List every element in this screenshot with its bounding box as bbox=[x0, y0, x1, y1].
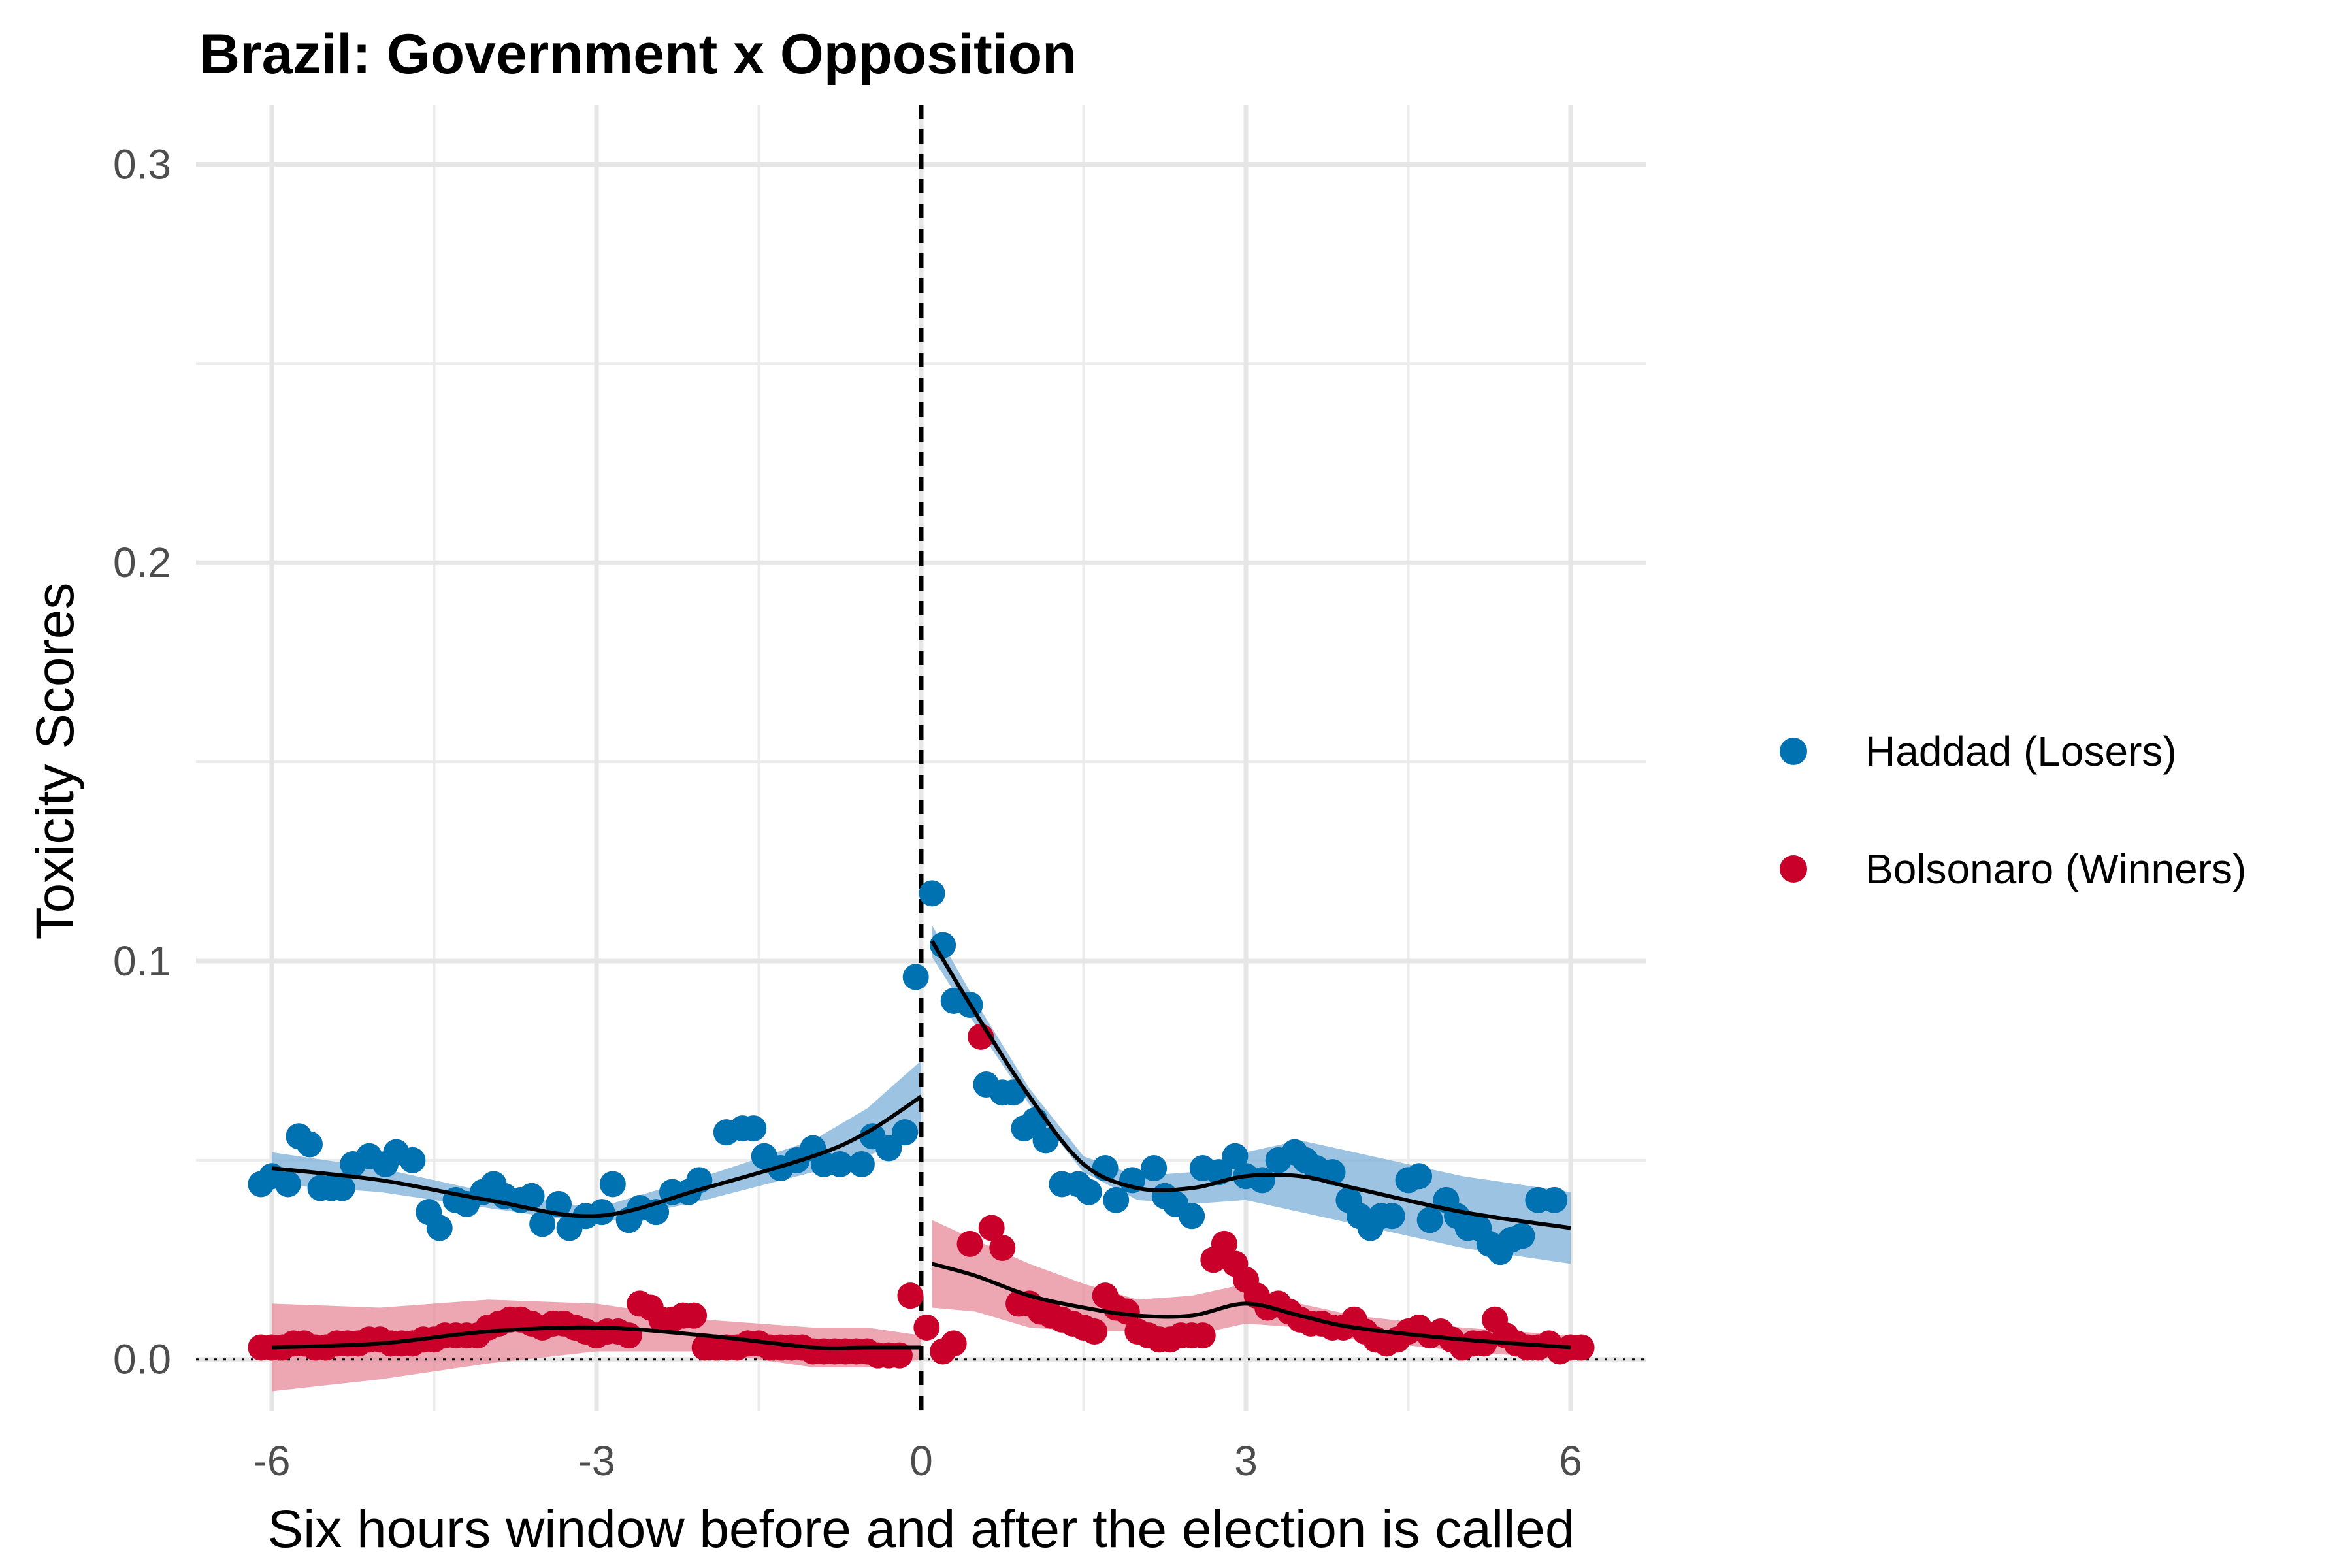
trend-line-series-1-before bbox=[271, 1325, 921, 1350]
data-point-series-1 bbox=[1081, 1318, 1108, 1345]
x-tick-label: 3 bbox=[1234, 1437, 1258, 1484]
x-axis-label: Six hours window before and after the el… bbox=[267, 1499, 1575, 1559]
data-point-series-1 bbox=[1113, 1298, 1140, 1325]
data-point-series-1 bbox=[681, 1302, 708, 1329]
data-point-series-0 bbox=[589, 1199, 615, 1226]
legend: Haddad (Losers) Bolsonaro (Winners) bbox=[1780, 728, 2246, 892]
data-point-series-1 bbox=[913, 1314, 940, 1341]
trend-line-series-0-before bbox=[271, 1094, 923, 1218]
data-point-series-0 bbox=[1541, 1186, 1568, 1213]
legend-label-bolsonaro: Bolsonaro (Winners) bbox=[1865, 845, 2246, 892]
x-tick-label: -3 bbox=[578, 1437, 615, 1484]
data-point-series-1 bbox=[615, 1322, 642, 1349]
data-point-series-0 bbox=[1416, 1207, 1443, 1233]
confidence-band-series-0-before bbox=[271, 1060, 921, 1224]
data-point-series-0 bbox=[1379, 1203, 1405, 1230]
data-point-series-0 bbox=[296, 1131, 323, 1158]
y-axis-ticks: 0.0 0.1 0.2 0.3 bbox=[113, 140, 171, 1382]
y-tick-label: 0.0 bbox=[113, 1336, 171, 1383]
data-point-series-1 bbox=[989, 1235, 1016, 1261]
data-point-series-0 bbox=[1509, 1222, 1535, 1249]
data-point-series-0 bbox=[518, 1183, 545, 1209]
x-tick-label: 0 bbox=[909, 1437, 933, 1484]
x-axis-ticks: -6 -3 0 3 6 bbox=[253, 1437, 1582, 1484]
y-tick-label: 0.2 bbox=[113, 539, 171, 586]
data-point-series-1 bbox=[956, 1230, 983, 1257]
data-point-series-0 bbox=[399, 1147, 426, 1173]
data-point-series-1 bbox=[1211, 1230, 1237, 1257]
data-point-series-1 bbox=[1568, 1334, 1595, 1361]
data-point-series-0 bbox=[875, 1135, 902, 1162]
data-point-series-0 bbox=[848, 1151, 875, 1177]
data-point-series-0 bbox=[919, 880, 945, 907]
trend-line-series-0-after bbox=[930, 939, 1571, 1230]
data-point-series-0 bbox=[892, 1119, 919, 1146]
data-point-series-0 bbox=[1141, 1155, 1168, 1182]
chart-title: Brazil: Government x Opposition bbox=[199, 23, 1077, 86]
data-point-series-0 bbox=[1103, 1186, 1130, 1213]
reference-lines bbox=[196, 105, 1646, 1411]
data-point-series-0 bbox=[740, 1115, 767, 1142]
data-point-series-1 bbox=[940, 1330, 967, 1357]
data-point-series-0 bbox=[529, 1211, 556, 1237]
x-tick-label: 6 bbox=[1559, 1437, 1582, 1484]
data-point-series-0 bbox=[1075, 1179, 1102, 1205]
y-axis-label: Toxicity Scores bbox=[25, 583, 85, 940]
data-point-series-0 bbox=[274, 1171, 301, 1198]
x-tick-label: -6 bbox=[253, 1437, 291, 1484]
y-tick-label: 0.1 bbox=[113, 938, 171, 985]
trend-line-series-1-after bbox=[931, 1262, 1571, 1350]
data-point-series-1 bbox=[978, 1215, 1005, 1241]
data-point-series-0 bbox=[329, 1175, 355, 1201]
data-point-series-1 bbox=[1471, 1330, 1497, 1357]
legend-marker-bolsonaro bbox=[1780, 855, 1807, 883]
data-point-series-0 bbox=[599, 1171, 626, 1198]
legend-label-haddad: Haddad (Losers) bbox=[1865, 728, 2177, 775]
legend-marker-haddad bbox=[1780, 738, 1807, 765]
data-point-series-0 bbox=[1000, 1079, 1026, 1106]
data-point-series-0 bbox=[1032, 1127, 1059, 1154]
data-points bbox=[248, 880, 1595, 1369]
data-point-series-0 bbox=[1319, 1159, 1346, 1186]
data-point-series-0 bbox=[826, 1151, 853, 1177]
data-point-series-1 bbox=[897, 1282, 924, 1309]
data-point-series-0 bbox=[426, 1215, 453, 1241]
trend-lines bbox=[271, 939, 1571, 1350]
data-point-series-1 bbox=[1189, 1322, 1216, 1349]
data-point-series-0 bbox=[1406, 1163, 1433, 1190]
data-point-series-0 bbox=[546, 1190, 572, 1217]
data-point-series-0 bbox=[1179, 1203, 1205, 1230]
data-point-series-0 bbox=[1222, 1143, 1249, 1169]
y-tick-label: 0.3 bbox=[113, 140, 171, 188]
data-point-series-0 bbox=[902, 964, 929, 990]
